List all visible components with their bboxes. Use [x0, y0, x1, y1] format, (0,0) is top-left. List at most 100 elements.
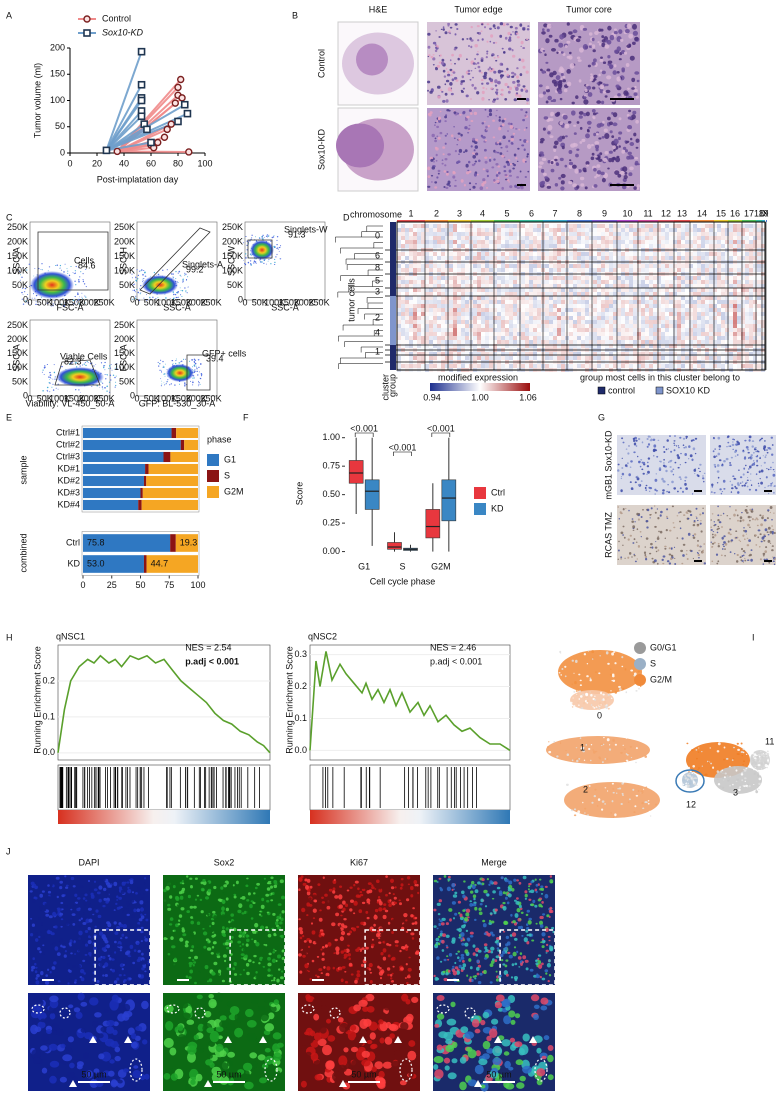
cell: [493, 136, 496, 138]
heat-cell: [701, 288, 705, 292]
heat-cell: [493, 336, 497, 340]
heat-cell: [649, 300, 653, 304]
heat-cell: [617, 320, 621, 324]
heat-cell: [617, 244, 621, 248]
heat-cell: [617, 284, 621, 288]
heat-cell: [617, 288, 621, 292]
heat-cell: [429, 284, 433, 288]
cell: [618, 29, 622, 34]
heat-cell: [665, 268, 669, 272]
cell: [515, 128, 518, 130]
heat-cell: [685, 332, 689, 336]
heat-cell: [645, 264, 649, 268]
heat-cell: [561, 304, 565, 308]
heat-cell: [633, 320, 637, 324]
heat-cell: [717, 244, 721, 248]
heat-cell: [597, 336, 601, 340]
cell: [253, 262, 254, 263]
cell: [600, 29, 603, 32]
cell: [505, 179, 508, 181]
heat-cell: [553, 340, 557, 344]
heat-cell: [445, 292, 449, 296]
cell: [448, 74, 450, 76]
heat-cell: [705, 320, 709, 324]
heat-cell: [517, 228, 521, 232]
heat-cell: [637, 352, 641, 356]
cell: [256, 263, 257, 264]
heat-cell: [709, 240, 713, 244]
cell: [24, 291, 25, 292]
cell: [441, 91, 443, 93]
heat-cell: [429, 256, 433, 260]
cell: [625, 149, 628, 152]
heat-cell: [697, 236, 701, 240]
heat-cell: [433, 224, 437, 228]
heat-cell: [577, 232, 581, 236]
cell: [489, 28, 492, 30]
heat-cell: [569, 304, 573, 308]
cell: [160, 370, 161, 371]
heat-cell: [573, 284, 577, 288]
heat-cell: [593, 340, 597, 344]
heat-cell: [645, 228, 649, 232]
heat-cell: [413, 240, 417, 244]
heat-cell: [417, 256, 421, 260]
heat-cell: [433, 352, 437, 356]
heat-cell: [537, 320, 541, 324]
heat-cell: [421, 304, 425, 308]
heat-cell: [401, 352, 405, 356]
heat-cell: [721, 320, 725, 324]
heat-cell: [449, 340, 453, 344]
heat-cell: [461, 240, 465, 244]
cell: [635, 161, 639, 165]
heat-cell: [657, 340, 661, 344]
cell: [470, 112, 473, 115]
cell: [595, 156, 598, 158]
heat-cell: [445, 268, 449, 272]
heat-cell: [465, 244, 469, 248]
heat-cell: [597, 320, 601, 324]
cell: [581, 139, 585, 142]
cell: [443, 28, 445, 31]
heat-cell: [429, 268, 433, 272]
heat-cell: [681, 332, 685, 336]
heat-cell: [685, 244, 689, 248]
heat-cell: [585, 264, 589, 268]
cell: [497, 81, 500, 85]
heat-cell: [493, 232, 497, 236]
heat-cell: [489, 308, 493, 312]
heat-cell: [597, 340, 601, 344]
heat-cell: [505, 256, 509, 260]
heat-cell: [413, 244, 417, 248]
cell: [55, 265, 56, 266]
cell: [187, 292, 188, 293]
cell: [486, 187, 488, 189]
heat-cell: [613, 288, 617, 292]
heat-cell: [505, 288, 509, 292]
row-label: Sox10-KD: [316, 128, 326, 170]
cell: [60, 265, 61, 266]
heat-cell: [485, 284, 489, 288]
heat-cell: [465, 240, 469, 244]
heat-cell: [405, 304, 409, 308]
chromosome-label: 5: [504, 208, 509, 218]
heat-cell: [505, 344, 509, 348]
heat-cell: [501, 268, 505, 272]
heat-cell: [525, 268, 529, 272]
heat-cell: [705, 276, 709, 280]
heat-cell: [673, 324, 677, 328]
cell: [43, 370, 44, 371]
cell: [105, 378, 106, 379]
heat-cell: [437, 312, 441, 316]
point: [103, 147, 109, 153]
heat-cell: [405, 320, 409, 324]
heat-cell: [581, 280, 585, 284]
heat-cell: [673, 224, 677, 228]
heat-cell: [625, 296, 629, 300]
density: [166, 364, 194, 382]
cell: [572, 102, 575, 105]
heat-cell: [645, 304, 649, 308]
cell: [501, 155, 504, 158]
heat-cell: [497, 244, 501, 248]
cell: [599, 43, 601, 46]
